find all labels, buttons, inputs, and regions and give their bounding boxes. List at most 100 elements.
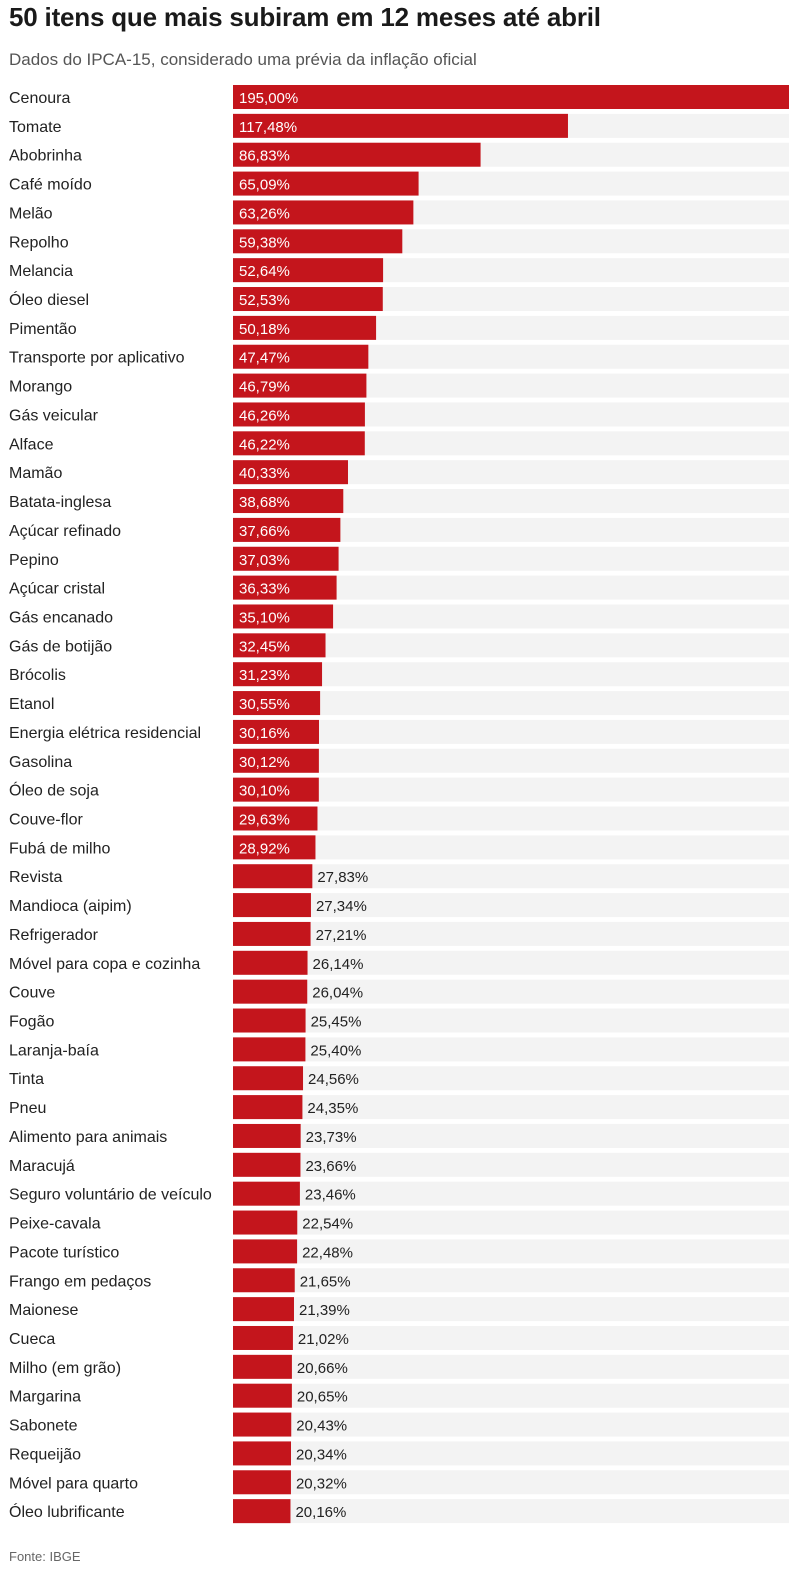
category-label: Tinta xyxy=(9,1071,44,1088)
category-label: Óleo de soja xyxy=(9,781,99,800)
bar-track xyxy=(233,835,789,860)
value-label: 35,10% xyxy=(239,609,290,626)
value-label: 24,35% xyxy=(307,1100,358,1117)
category-label: Óleo diesel xyxy=(9,290,89,309)
category-label: Açúcar cristal xyxy=(9,581,105,598)
category-label: Café moído xyxy=(9,177,92,194)
source-note: Fonte: IBGE xyxy=(9,1549,81,1564)
value-label: 20,32% xyxy=(296,1475,347,1492)
value-label: 30,12% xyxy=(239,754,290,771)
bar-track xyxy=(233,1210,789,1235)
bar xyxy=(233,546,339,571)
bar-track xyxy=(233,921,789,946)
bar xyxy=(233,1152,301,1177)
bar xyxy=(233,1210,298,1235)
category-label: Frango em pedaços xyxy=(9,1273,151,1290)
bar-track xyxy=(233,1181,789,1206)
value-label: 20,34% xyxy=(296,1446,347,1463)
bar-track xyxy=(233,1152,789,1177)
value-label: 23,73% xyxy=(306,1129,357,1146)
bar-track xyxy=(233,633,789,658)
bar-track xyxy=(233,1441,789,1466)
category-label: Cueca xyxy=(9,1331,55,1348)
value-label: 23,66% xyxy=(305,1158,356,1175)
bar xyxy=(233,604,334,629)
bar-track xyxy=(233,1383,789,1408)
bar xyxy=(233,431,365,456)
bar-track xyxy=(233,1499,789,1524)
value-label: 30,16% xyxy=(239,725,290,742)
bar xyxy=(233,806,318,831)
bar xyxy=(233,171,419,196)
bar-track xyxy=(233,1354,789,1379)
category-label: Abobrinha xyxy=(9,148,82,165)
category-label: Peixe-cavala xyxy=(9,1216,101,1233)
value-label: 50,18% xyxy=(239,321,290,338)
value-label: 46,22% xyxy=(239,436,290,453)
bar xyxy=(233,950,308,975)
category-label: Couve xyxy=(9,985,55,1002)
value-label: 25,45% xyxy=(311,1014,362,1031)
bar xyxy=(233,287,383,312)
category-label: Melancia xyxy=(9,263,73,280)
category-label: Milho (em grão) xyxy=(9,1360,121,1377)
category-label: Refrigerador xyxy=(9,927,99,944)
value-label: 26,04% xyxy=(312,985,363,1002)
category-label: Fubá de milho xyxy=(9,840,110,857)
category-label: Gás de botijão xyxy=(9,638,112,655)
bar-track xyxy=(233,748,789,773)
bar-track xyxy=(233,691,789,716)
value-label: 46,26% xyxy=(239,407,290,424)
bar xyxy=(233,1008,306,1033)
bar xyxy=(233,344,369,369)
category-label: Pepino xyxy=(9,552,59,569)
value-label: 46,79% xyxy=(239,379,290,396)
value-label: 86,83% xyxy=(239,148,290,165)
category-label: Alface xyxy=(9,436,54,453)
bar xyxy=(233,575,337,600)
category-label: Alimento para animais xyxy=(9,1129,167,1146)
bar xyxy=(233,489,344,514)
bar xyxy=(233,460,348,485)
category-label: Cenoura xyxy=(9,90,70,107)
value-label: 52,53% xyxy=(239,292,290,309)
category-label: Morango xyxy=(9,379,72,396)
bar xyxy=(233,200,414,225)
bar-track xyxy=(233,1008,789,1033)
bar xyxy=(233,85,789,109)
chart-subtitle: Dados do IPCA-15, considerado uma prévia… xyxy=(9,50,477,69)
bar-track xyxy=(233,662,789,687)
bar xyxy=(233,921,311,946)
value-label: 25,40% xyxy=(310,1042,361,1059)
value-label: 65,09% xyxy=(239,177,290,194)
bar-track xyxy=(233,719,789,744)
bar-track xyxy=(233,1095,789,1120)
category-label: Etanol xyxy=(9,696,54,713)
value-label: 24,56% xyxy=(308,1071,359,1088)
value-label: 32,45% xyxy=(239,638,290,655)
bar xyxy=(233,893,311,918)
bar-track xyxy=(233,893,789,918)
bar xyxy=(233,1470,291,1495)
bar xyxy=(233,517,341,542)
value-label: 26,14% xyxy=(313,956,364,973)
value-label: 20,65% xyxy=(297,1389,348,1406)
value-label: 37,66% xyxy=(239,523,290,540)
category-label: Açúcar refinado xyxy=(9,523,121,540)
bar-track xyxy=(233,1239,789,1264)
category-label: Requeijão xyxy=(9,1446,81,1463)
bar xyxy=(233,402,365,427)
bar xyxy=(233,1123,301,1148)
bar xyxy=(233,229,403,254)
bar xyxy=(233,1412,292,1437)
value-label: 20,66% xyxy=(297,1360,348,1377)
category-label: Mamão xyxy=(9,465,62,482)
bar-track xyxy=(233,1123,789,1148)
bar-track xyxy=(233,864,789,889)
category-label: Laranja-baía xyxy=(9,1042,99,1059)
value-label: 20,43% xyxy=(296,1418,347,1435)
bar xyxy=(233,1095,303,1120)
bar xyxy=(233,1441,291,1466)
bar xyxy=(233,835,316,860)
bar-track xyxy=(233,950,789,975)
